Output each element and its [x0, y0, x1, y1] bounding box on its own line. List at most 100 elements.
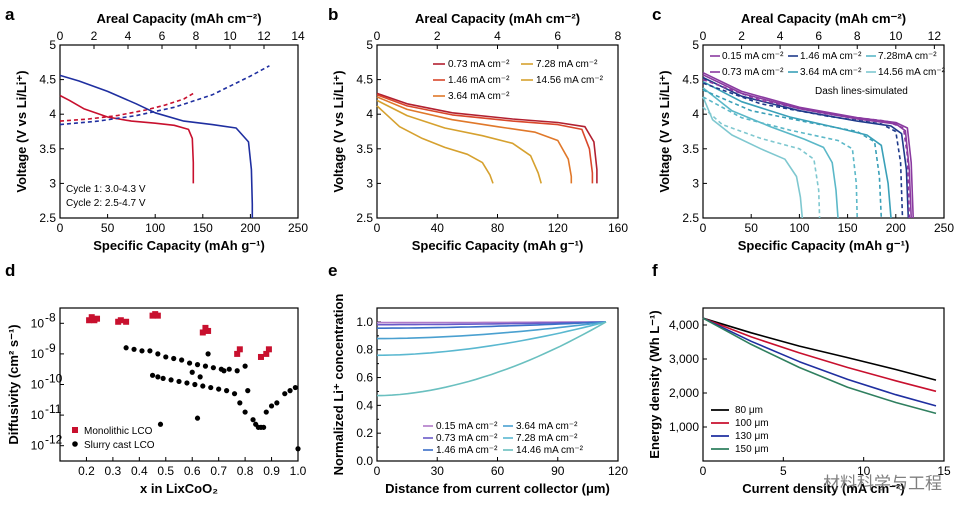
x-tick-label: 160: [608, 221, 628, 235]
x-tick-label: 150: [838, 221, 858, 235]
series-line: [702, 317, 937, 415]
series-line: [702, 96, 858, 219]
series-line: [702, 78, 911, 219]
panel-label-a: a: [5, 5, 15, 24]
plot-frame: [376, 307, 619, 462]
x-tick-label: 0.4: [131, 464, 148, 478]
point-slurry: [205, 351, 211, 357]
x-tick-label: 40: [431, 221, 445, 235]
y-tick-label: 4: [692, 107, 699, 121]
point-slurry: [149, 372, 156, 378]
point-slurry: [210, 365, 216, 371]
x-tick-label: 0.7: [210, 464, 227, 478]
y-tick-label: 3.5: [682, 142, 699, 156]
series-line: [377, 321, 607, 340]
legend-entry-cycle2: Cycle 2: 2.5-4.7 V: [66, 198, 146, 209]
x-axis-title: x in LixCoO₂: [140, 481, 218, 496]
y-tick-label: 3: [49, 176, 56, 190]
point-slurry: [123, 345, 129, 351]
point-slurry: [194, 415, 201, 421]
x-tick-label: 0.6: [184, 464, 201, 478]
legend-entry: 7.28 mA cm⁻²: [516, 433, 578, 444]
top-x-tick-label: 4: [125, 29, 132, 43]
y-tick-label: 3: [692, 176, 699, 190]
top-x-tick-label: 6: [815, 29, 822, 43]
series-line: [376, 105, 494, 184]
y-axis-title: Normalized Li⁺ concentration: [331, 294, 346, 476]
y-tick-exponent: -8: [45, 310, 56, 324]
top-x-tick-label: 8: [615, 29, 622, 43]
panel-label-f: f: [652, 261, 658, 280]
plot-frame: [376, 44, 619, 219]
x-axis-title: Specific Capacity (mAh g⁻¹): [738, 238, 910, 253]
x-axis-title: Distance from current collector (μm): [385, 481, 610, 496]
x-tick-label: 100: [145, 221, 165, 235]
x-tick-label: 0: [700, 221, 707, 235]
series-line: [702, 87, 839, 219]
x-tick-label: 250: [288, 221, 308, 235]
legend-entry: 0.73 mA cm⁻²: [448, 59, 510, 70]
point-slurry: [237, 400, 243, 406]
top-x-tick-label: 14: [291, 29, 305, 43]
y-tick-label: 0.0: [356, 454, 373, 468]
point-slurry: [171, 355, 177, 362]
series-line: [376, 94, 594, 184]
series-line: [59, 65, 270, 126]
x-tick-label: 60: [491, 464, 505, 478]
point-slurry: [208, 384, 214, 391]
point-slurry: [157, 421, 164, 427]
y-tick-label: 4.5: [356, 73, 373, 87]
point-slurry: [200, 383, 206, 389]
point-monolithic: [117, 317, 124, 324]
y-tick-label: 4.5: [39, 73, 56, 87]
x-axis-title: Specific Capacity (mAh g⁻¹): [412, 238, 584, 253]
watermark: 材料科学与工程: [823, 474, 942, 494]
series-line: [59, 74, 254, 218]
series-line: [702, 74, 912, 219]
x-tick-label: 50: [101, 221, 115, 235]
point-slurry: [263, 409, 269, 415]
y-tick-label: 0.8: [356, 343, 373, 357]
panel-label-e: e: [328, 261, 337, 280]
point-slurry: [234, 368, 240, 374]
point-slurry: [168, 377, 174, 383]
y-tick-label: 0.2: [356, 426, 373, 440]
y-tick-exponent: -11: [45, 402, 62, 416]
top-x-tick-label: 0: [57, 29, 64, 43]
legend-entry: 80 μm: [735, 405, 763, 416]
point-slurry: [242, 409, 248, 415]
series-line: [59, 92, 194, 122]
series-line: [702, 76, 910, 219]
legend-marker-monolithic: [72, 427, 78, 433]
legend-entry: 3.64 mA cm⁻²: [800, 67, 862, 78]
point-slurry: [292, 384, 298, 391]
y-tick-label: 2.5: [356, 211, 373, 225]
point-slurry: [184, 380, 190, 386]
series-line: [376, 96, 573, 184]
point-slurry: [268, 403, 275, 409]
point-slurry: [295, 446, 301, 452]
series-line: [702, 96, 804, 219]
x-tick-label: 0: [374, 464, 381, 478]
x-tick-label: 30: [431, 464, 445, 478]
point-monolithic: [94, 315, 101, 322]
series-line: [376, 92, 598, 184]
point-slurry: [189, 369, 195, 375]
series-line: [376, 321, 607, 397]
panel-b: b 0 40 80 120 160 0 2 4 6 8 2.5 3 3.5 4 4.5 5 Specific Ca…: [328, 5, 628, 253]
y-tick-label: 10: [31, 347, 45, 361]
legend-entry: 14.56 mA cm⁻²: [878, 67, 946, 78]
top-x-tick-label: 2: [91, 29, 98, 43]
series-line: [702, 317, 937, 393]
point-slurry: [226, 366, 232, 372]
point-monolithic: [257, 353, 264, 360]
legend-entry: 130 μm: [735, 431, 769, 442]
y-tick-label: 1.0: [356, 315, 373, 329]
y-axis-title: Voltage (V vs Li/Li⁺): [331, 70, 346, 192]
legend-entry-monolithic: Monolithic LCO: [84, 426, 153, 437]
y-tick-label: 0.6: [356, 371, 373, 385]
series-line: [702, 317, 937, 407]
series-line: [702, 82, 904, 219]
legend-entry: 150 μm: [735, 444, 769, 455]
y-tick-label: 4: [366, 107, 373, 121]
